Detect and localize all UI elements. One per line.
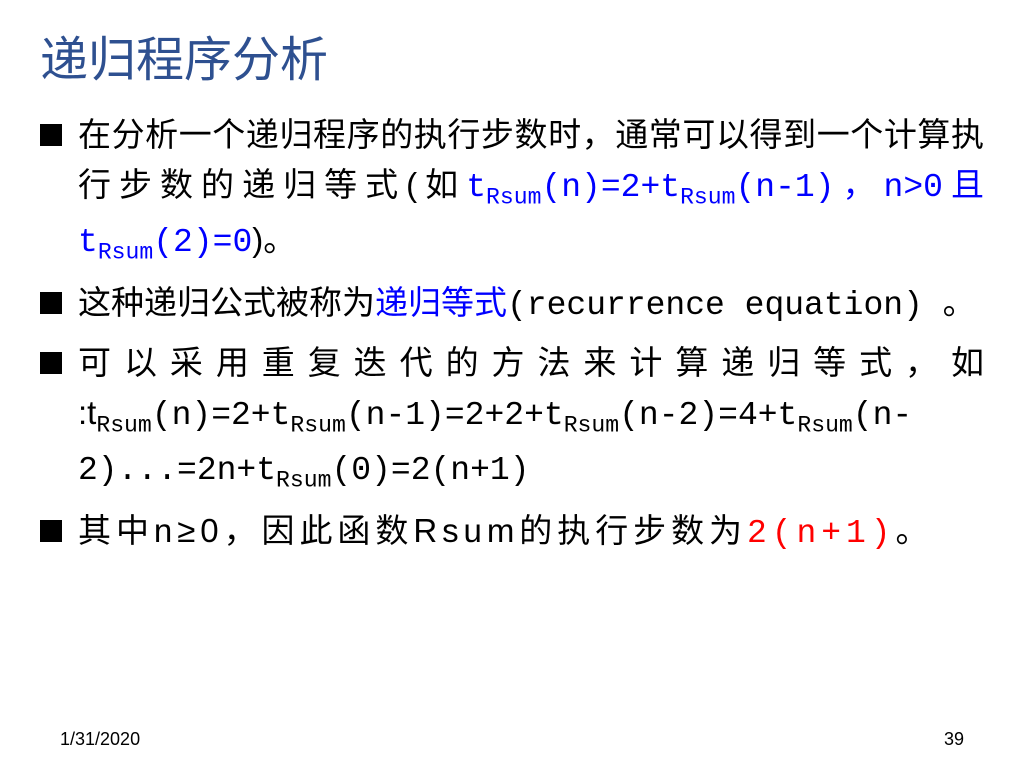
b3-t4: (n-2)=4+t <box>619 397 797 434</box>
b1-s2: Rsum <box>680 184 735 210</box>
bullet-marker-icon <box>40 352 62 374</box>
bullet-item-2: 这种递归公式被称为递归等式(recurrence equation) 。 <box>40 278 984 331</box>
b1-s1: Rsum <box>486 184 541 210</box>
bullet-item-1: 在分析一个递归程序的执行步数时，通常可以得到一个计算执行步数的递归等式(如tRs… <box>40 110 984 270</box>
bullet-text-3: 可以采用重复迭代的方法来计算递归等式，如 :tRsum(n)=2+tRsum(n… <box>78 338 984 498</box>
slide-container: 递归程序分析 在分析一个递归程序的执行步数时，通常可以得到一个计算执行步数的递归… <box>0 0 1024 768</box>
bullet-text-1: 在分析一个递归程序的执行步数时，通常可以得到一个计算执行步数的递归等式(如tRs… <box>78 110 984 270</box>
bullet-marker-icon <box>40 124 62 146</box>
bullet-item-3: 可以采用重复迭代的方法来计算递归等式，如 :tRsum(n)=2+tRsum(n… <box>40 338 984 498</box>
slide-title: 递归程序分析 <box>40 20 984 90</box>
b3-s1: Rsum <box>96 413 151 439</box>
b4-post: 。 <box>896 512 934 549</box>
footer-page: 39 <box>944 729 964 750</box>
b3-s4: Rsum <box>797 413 852 439</box>
b2-term: 递归等式 <box>375 284 507 321</box>
b3-t3: (n-1)=2+2+t <box>346 397 564 434</box>
b1-m1: (n)=2+t <box>541 169 680 206</box>
b3-s3: Rsum <box>564 413 619 439</box>
bullet-list: 在分析一个递归程序的执行步数时，通常可以得到一个计算执行步数的递归等式(如tRs… <box>40 110 984 559</box>
b3-s2: Rsum <box>290 413 345 439</box>
bullet-item-4: 其中n≥0，因此函数Rsum的执行步数为2(n+1)。 <box>40 506 984 559</box>
slide-footer: 1/31/2020 39 <box>60 729 964 750</box>
b2-paren: (recurrence equation) 。 <box>507 287 976 324</box>
b1-post: )。 <box>252 221 296 258</box>
b1-s3: Rsum <box>98 239 153 265</box>
b1-f1: t <box>466 169 486 206</box>
b1-m3: (2)=0 <box>153 224 252 261</box>
bullet-text-2: 这种递归公式被称为递归等式(recurrence equation) 。 <box>78 278 984 331</box>
footer-date: 1/31/2020 <box>60 729 140 750</box>
b3-t2: (n)=2+t <box>152 397 291 434</box>
b3-s5: Rsum <box>276 468 331 494</box>
b3-t6: (0)=2(n+1) <box>331 452 529 489</box>
bullet-marker-icon <box>40 292 62 314</box>
b4-pre: 其中n≥0，因此函数Rsum的执行步数为 <box>78 512 747 549</box>
b4-result: 2(n+1) <box>747 515 896 552</box>
bullet-marker-icon <box>40 520 62 542</box>
b2-pre: 这种递归公式被称为 <box>78 284 375 321</box>
bullet-text-4: 其中n≥0，因此函数Rsum的执行步数为2(n+1)。 <box>78 506 984 559</box>
